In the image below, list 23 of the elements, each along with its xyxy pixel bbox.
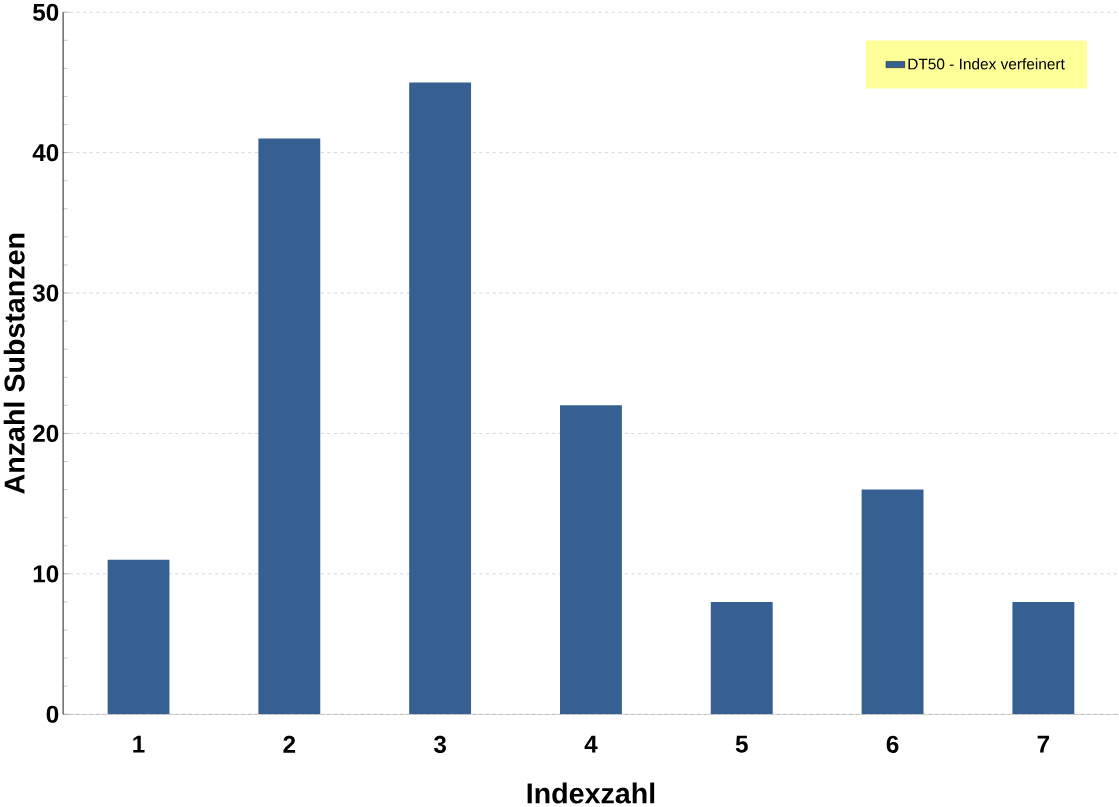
y-tick-label: 0 [46,705,59,723]
x-tick-label: 3 [433,735,446,753]
x-tick-label: 2 [283,735,296,753]
bar [861,489,924,715]
x-tick-label: 7 [1037,735,1050,753]
y-tick-label: 40 [32,143,59,162]
bar [409,82,472,715]
y-axis-title: Anzahl Substanzen [3,233,25,494]
bar [560,405,622,715]
x-tick-label: 5 [735,735,748,753]
bar [710,601,773,715]
bar [107,559,170,715]
x-tick-label: 4 [584,735,598,753]
x-tick-label: 6 [886,735,899,753]
bar [1012,601,1075,715]
x-tick-label: 1 [133,735,145,753]
x-axis-title: Indexzahl [527,782,655,804]
legend-label: DT50 - Index verfeinert [908,58,1065,70]
y-tick-label: 30 [32,284,59,302]
y-tick-label: 20 [33,424,59,442]
bar [258,138,321,715]
y-tick-label: 10 [33,565,59,583]
y-tick-label: 50 [33,3,59,21]
